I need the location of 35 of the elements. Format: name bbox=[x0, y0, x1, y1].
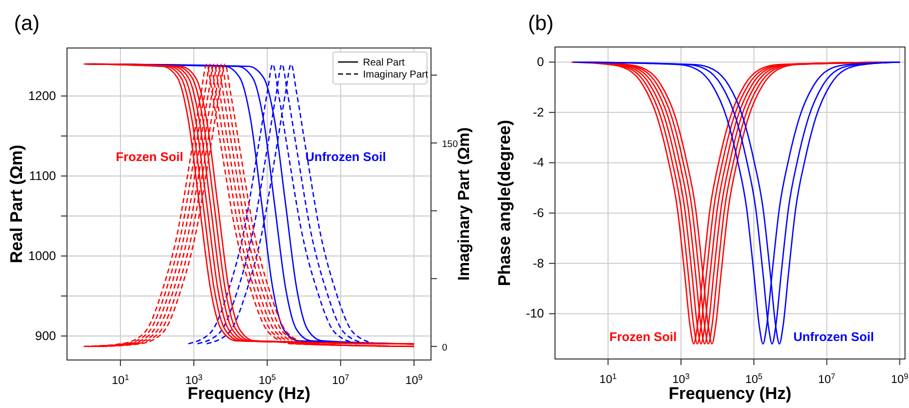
x-tick-label: 10$^{9}$ bbox=[405, 372, 424, 387]
x-tick-label: 10$^{3}$ bbox=[672, 372, 690, 386]
y-tick-label: 0 bbox=[537, 55, 544, 70]
x-tick-label: 10$^{5}$ bbox=[258, 372, 276, 387]
y-tick-label: 1100 bbox=[29, 169, 56, 183]
x-tick-label: 10$^{1}$ bbox=[599, 372, 618, 386]
x-tick-label: 10$^{7}$ bbox=[818, 372, 836, 386]
y2-tick-label: 0 bbox=[442, 342, 448, 354]
series-label: Unfrozen Soil bbox=[305, 150, 386, 164]
series-label: Unfrozen Soil bbox=[793, 330, 874, 344]
y-tick-label: 1000 bbox=[28, 249, 56, 263]
y-tick-label: -2 bbox=[532, 105, 544, 120]
y-tick-label: -10 bbox=[526, 306, 544, 321]
x-tick-label: 10$^{1}$ bbox=[112, 372, 130, 387]
x-axis-title: Frequency (Hz) bbox=[188, 384, 310, 403]
y-tick-label: -4 bbox=[532, 156, 544, 170]
x-tick-label: 10$^{5}$ bbox=[745, 372, 764, 386]
y-tick-label: -8 bbox=[532, 256, 544, 270]
y2-axis-title: Imaginary Part (Ωm) bbox=[456, 127, 473, 281]
y-tick-label: -6 bbox=[532, 206, 544, 220]
x-tick-label: 10$^{7}$ bbox=[332, 372, 350, 387]
y-axis-title: Phase angle(degree) bbox=[495, 120, 514, 286]
x-tick-label: 10$^{9}$ bbox=[891, 372, 909, 386]
y-tick-label: 1200 bbox=[28, 89, 56, 103]
chart-title: (a) bbox=[14, 12, 40, 35]
legend-label: Real Part bbox=[363, 58, 405, 68]
y-axis-title: Real Part (Ωm) bbox=[7, 144, 26, 264]
y2-tick-label: 150 bbox=[442, 138, 458, 150]
chart-title: (b) bbox=[528, 12, 554, 35]
series-label: Frozen Soil bbox=[609, 330, 677, 344]
y-tick-label: 900 bbox=[35, 329, 56, 343]
series-label: Frozen Soil bbox=[116, 150, 184, 164]
x-tick-label: 10$^{3}$ bbox=[185, 372, 203, 387]
legend-label: Imaginary Part bbox=[363, 70, 428, 80]
x-axis-title: Frequency (Hz) bbox=[668, 384, 792, 403]
